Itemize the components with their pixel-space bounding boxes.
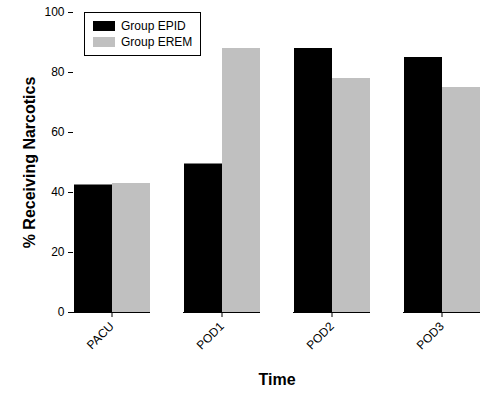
svg-text:40: 40 [51,185,65,199]
svg-text:0: 0 [58,305,65,319]
svg-text:80: 80 [51,65,65,79]
svg-text:POD1: POD1 [194,319,227,352]
svg-text:Time: Time [258,371,295,388]
svg-text:POD2: POD2 [304,319,337,352]
svg-text:PACU: PACU [84,319,117,352]
svg-text:60: 60 [51,125,65,139]
html-text:Group EREM: Group EREM [121,35,193,49]
svg-text:20: 20 [51,245,65,259]
html-text:Group EPID: Group EPID [121,19,186,33]
svg-text:POD3: POD3 [414,319,447,352]
svg-text:100: 100 [44,5,64,19]
svg-text:% Receiving Narcotics: % Receiving Narcotics [21,77,38,249]
